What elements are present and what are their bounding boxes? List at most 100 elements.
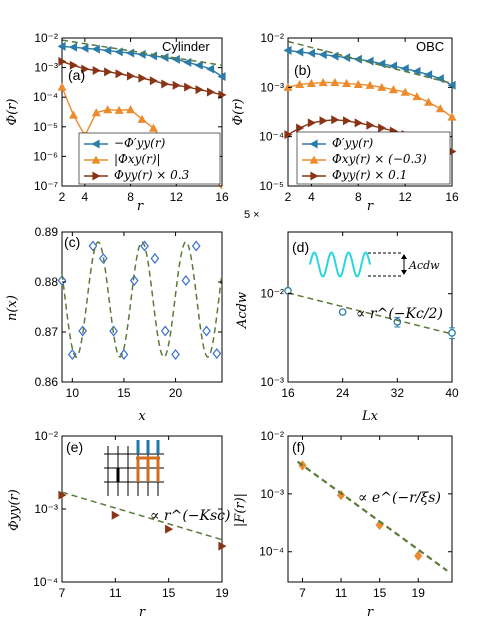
data-point xyxy=(57,82,67,91)
panel-a-label: (a) xyxy=(68,67,85,83)
y-tick-label: 10⁻³ xyxy=(260,80,284,94)
data-point xyxy=(318,50,327,60)
panel-f-xlabel: r xyxy=(367,605,374,620)
panel-c-marks xyxy=(57,240,223,360)
data-point xyxy=(91,44,100,54)
panel-c-frame xyxy=(61,231,223,383)
panel-b-label: (b) xyxy=(294,62,311,78)
panel-b-legend-symbols xyxy=(302,139,326,181)
data-point xyxy=(92,65,101,75)
panel-e-marks xyxy=(58,490,227,551)
x-tick-label: 8 xyxy=(355,190,362,204)
x-tick-label: 16 xyxy=(215,190,229,204)
panel-d-inset-arrowheads xyxy=(401,254,407,275)
panel-d-inset-wave xyxy=(309,251,371,278)
x-tick-label: 7 xyxy=(299,586,306,600)
data-point xyxy=(115,69,124,79)
panel-e-power-law-annotation: ∝ r^(−Ksc) xyxy=(150,508,231,524)
data-point xyxy=(338,308,347,316)
panel-e-label: (e) xyxy=(66,439,83,455)
panel-d-inset: Acdw xyxy=(309,251,440,278)
data-point xyxy=(57,275,67,286)
y-tick-label: 0.89 xyxy=(35,225,59,239)
data-point xyxy=(217,72,226,82)
panel-b-geometry-label: OBC xyxy=(416,39,444,54)
data-point xyxy=(206,64,215,74)
fit-line xyxy=(61,241,223,358)
data-point xyxy=(172,80,181,90)
panel-b: 2 4 8 12 16 10⁻⁵ 10⁻⁴ 10⁻³ 10⁻² (b) OBC r Φ(r) Φ… xyxy=(231,31,459,214)
data-point xyxy=(306,78,316,88)
data-point xyxy=(331,115,340,125)
data-point xyxy=(319,116,328,126)
data-point xyxy=(354,118,363,128)
panel-e-inset-background xyxy=(104,446,164,486)
x-tick-label: 10 xyxy=(66,386,80,400)
data-point xyxy=(160,52,169,62)
data-point xyxy=(69,60,78,70)
y-tick-label: 10⁻² xyxy=(260,31,284,45)
panel-e-ticks: 7 11 15 19 10⁻⁴ 10⁻³ 10⁻² xyxy=(33,429,229,600)
x-tick-label: 24 xyxy=(336,386,350,400)
y-tick-label: 0.86 xyxy=(35,375,59,389)
panel-e-lattice-inset xyxy=(104,440,164,496)
panel-a-legend-series-1: −Φ′yy(r) xyxy=(114,136,166,150)
panel-c: 10 15 20 0.86 0.87 0.88 0.89 (c) x n(x) xyxy=(5,225,223,424)
data-point xyxy=(191,240,201,252)
panel-c-label: (c) xyxy=(64,234,80,250)
panel-d-frame xyxy=(287,231,453,383)
data-point xyxy=(81,64,90,74)
data-point xyxy=(342,53,351,63)
data-point xyxy=(91,108,101,117)
panel-d-power-law-annotation: ∝ r^(−Kc/2) xyxy=(356,306,443,322)
data-point xyxy=(447,80,456,90)
data-point xyxy=(114,47,123,57)
data-point xyxy=(414,550,423,561)
data-point xyxy=(206,87,216,97)
panel-d: 16 24 32 40 10⁻³ 10⁻² 5 × (d) Lx Acdw ∝ r^(−K… xyxy=(235,209,459,424)
x-tick-label: 8 xyxy=(127,190,134,204)
x-tick-label: 15 xyxy=(373,586,387,600)
panel-a-legend-series-3: Φyy(r) × 0.3 xyxy=(114,168,190,182)
y-tick-label: 10⁻⁶ xyxy=(33,149,58,163)
y-tick-label: 0.87 xyxy=(35,325,59,339)
y-tick-label: 10⁻² xyxy=(260,429,284,443)
panel-b-legend-series-3: Φyy(r) × 0.1 xyxy=(332,168,407,182)
x-tick-label: 2 xyxy=(285,190,292,204)
panel-d-inset-amplitude-label: Acdw xyxy=(408,259,440,272)
x-tick-label: 12 xyxy=(170,190,184,204)
data-point xyxy=(184,82,193,92)
panel-f-exponential-annotation: ∝ e^(−r/ξs) xyxy=(358,490,441,506)
y-tick-label: 10⁻³ xyxy=(34,61,58,75)
data-point xyxy=(365,56,374,66)
y-tick-label: 10⁻³ xyxy=(260,375,284,389)
data-point xyxy=(126,48,135,58)
data-point xyxy=(114,105,124,114)
data-point xyxy=(80,43,89,53)
x-tick-label: 4 xyxy=(82,190,89,204)
panel-a-legend-series-2: |Φxy(r)| xyxy=(114,152,161,166)
panel-a-legend: −Φ′yy(r) |Φxy(r)| Φyy(r) × 0.3 xyxy=(78,132,221,185)
x-tick-label: 2 xyxy=(59,190,66,204)
data-point xyxy=(202,325,211,337)
panel-a-legend-symbols xyxy=(84,139,108,181)
data-point xyxy=(295,79,305,88)
x-tick-label: 16 xyxy=(445,190,459,204)
y-tick-label: 10⁻³ xyxy=(34,502,58,516)
panel-a-geometry-label: Cylinder xyxy=(162,39,210,54)
legend-marker-3 xyxy=(92,171,101,181)
panel-e-ylabel: Φyy(r) xyxy=(7,489,22,531)
data-point xyxy=(126,71,136,81)
x-tick-label: 40 xyxy=(445,386,459,400)
legend-marker-2 xyxy=(91,155,101,164)
panel-b-ylabel: Φ(r) xyxy=(231,98,246,125)
data-point xyxy=(58,57,67,67)
panel-e-xlabel: r xyxy=(139,605,146,620)
x-tick-label: 19 xyxy=(412,586,426,600)
panel-c-ticks: 10 15 20 0.86 0.87 0.88 0.89 xyxy=(35,225,222,400)
panel-a-xlabel: r xyxy=(137,199,144,214)
data-point xyxy=(400,64,409,74)
data-point xyxy=(195,85,204,95)
panel-b-legend: Φ′yy(r) Φxy(r) × (−0.3) Φyy(r) × 0.1 xyxy=(296,131,451,185)
data-point xyxy=(181,275,191,286)
